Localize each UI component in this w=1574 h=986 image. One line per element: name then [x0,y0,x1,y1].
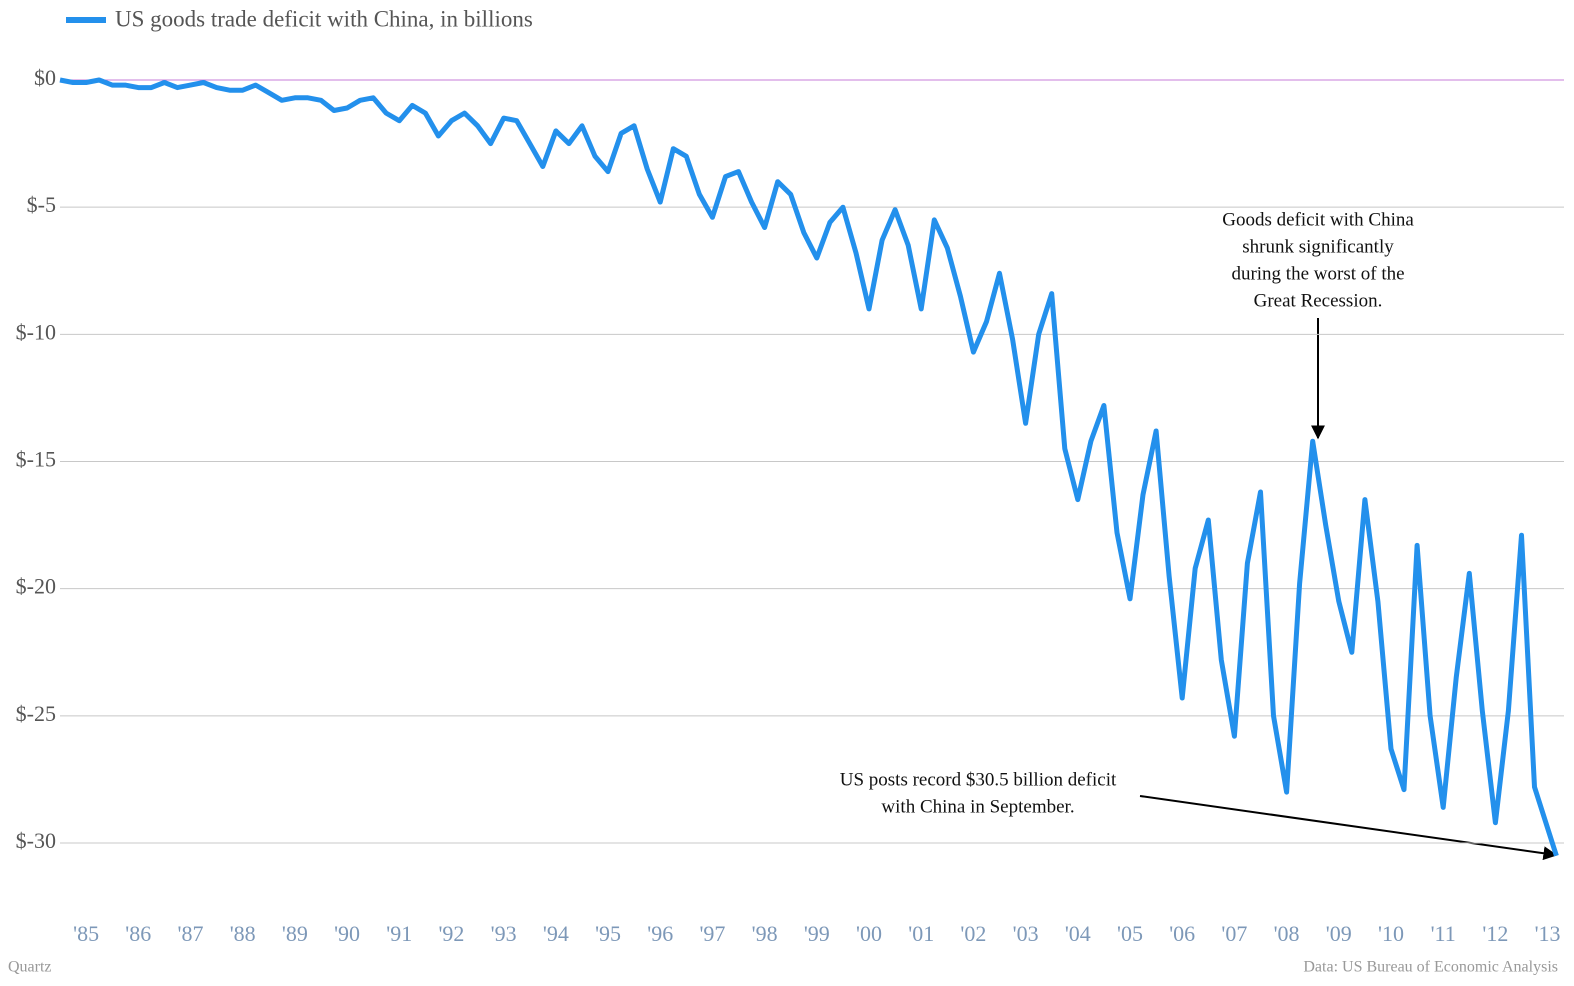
x-tick-label: '05 [1117,921,1143,946]
x-tick-label: '89 [282,921,308,946]
x-tick-label: '01 [908,921,934,946]
x-tick-label: '96 [647,921,673,946]
y-tick-label: $-5 [27,192,56,217]
x-tick-label: '10 [1378,921,1404,946]
y-tick-label: $-15 [16,447,56,472]
annotation: shrunk significantly [1242,236,1394,257]
y-tick-label: $0 [34,65,56,90]
x-tick-label: '93 [491,921,517,946]
x-tick-label: '99 [804,921,830,946]
annotation: during the worst of the [1231,263,1404,284]
x-tick-label: '94 [543,921,569,946]
annotation: Great Recession. [1254,290,1383,311]
x-tick-label: '88 [230,921,256,946]
x-tick-label: '98 [752,921,778,946]
x-tick-label: '97 [699,921,725,946]
x-tick-label: '09 [1326,921,1352,946]
x-tick-label: '11 [1431,921,1456,946]
x-tick-label: '87 [178,921,204,946]
y-tick-label: $-20 [16,574,56,599]
x-tick-label: '85 [73,921,99,946]
x-tick-label: '90 [334,921,360,946]
x-tick-label: '13 [1535,921,1561,946]
data-line [59,77,1559,857]
credit: Quartz [8,959,52,976]
x-tick-label: '03 [1013,921,1039,946]
x-tick-label: '92 [438,921,464,946]
annotation: US posts record $30.5 billion deficit [840,769,1117,790]
annotation: Goods deficit with China [1222,209,1414,230]
annotation: with China in September. [881,796,1074,817]
x-tick-label: '04 [1065,921,1091,946]
x-tick-label: '86 [125,921,151,946]
x-tick-label: '06 [1169,921,1195,946]
source: Data: US Bureau of Economic Analysis [1303,959,1558,976]
y-tick-label: $-10 [16,319,56,344]
annotation-arrow [1139,795,1558,861]
x-tick-label: '02 [960,921,986,946]
x-tick-label: '08 [1274,921,1300,946]
legend-label: US goods trade deficit with China, in bi… [115,6,533,31]
x-tick-label: '07 [1221,921,1247,946]
y-tick-label: $-30 [16,828,56,853]
x-tick-label: '00 [856,921,882,946]
x-tick-label: '91 [386,921,412,946]
y-tick-label: $-25 [16,701,56,726]
x-tick-label: '12 [1482,921,1508,946]
x-tick-label: '95 [595,921,621,946]
